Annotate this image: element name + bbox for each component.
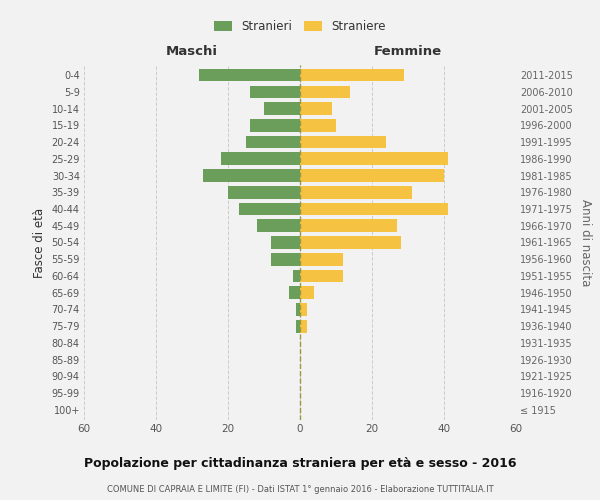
Bar xyxy=(239,202,300,215)
Bar xyxy=(300,202,448,215)
Text: COMUNE DI CAPRAIA E LIMITE (FI) - Dati ISTAT 1° gennaio 2016 - Elaborazione TUTT: COMUNE DI CAPRAIA E LIMITE (FI) - Dati I… xyxy=(107,485,493,494)
Bar xyxy=(250,86,300,98)
Bar xyxy=(199,69,300,82)
Bar xyxy=(300,286,314,299)
Bar xyxy=(300,69,404,82)
Bar xyxy=(296,303,300,316)
Bar xyxy=(221,152,300,165)
Bar xyxy=(300,320,307,332)
Bar xyxy=(203,169,300,182)
Y-axis label: Anni di nascita: Anni di nascita xyxy=(578,199,592,286)
Bar xyxy=(300,136,386,148)
Bar xyxy=(271,253,300,266)
Bar xyxy=(300,152,448,165)
Bar xyxy=(293,270,300,282)
Bar xyxy=(246,136,300,148)
Bar xyxy=(300,86,350,98)
Bar xyxy=(300,270,343,282)
Bar xyxy=(296,320,300,332)
Bar xyxy=(250,119,300,132)
Bar xyxy=(300,303,307,316)
Bar xyxy=(300,220,397,232)
Bar xyxy=(300,119,336,132)
Bar xyxy=(300,253,343,266)
Text: Popolazione per cittadinanza straniera per età e sesso - 2016: Popolazione per cittadinanza straniera p… xyxy=(84,458,516,470)
Text: Femmine: Femmine xyxy=(374,45,442,58)
Bar xyxy=(271,236,300,249)
Legend: Stranieri, Straniere: Stranieri, Straniere xyxy=(212,18,388,36)
Bar xyxy=(257,220,300,232)
Bar xyxy=(264,102,300,115)
Text: Maschi: Maschi xyxy=(166,45,218,58)
Bar xyxy=(289,286,300,299)
Bar xyxy=(228,186,300,198)
Bar xyxy=(300,236,401,249)
Bar xyxy=(300,102,332,115)
Bar xyxy=(300,186,412,198)
Bar xyxy=(300,169,444,182)
Y-axis label: Fasce di età: Fasce di età xyxy=(33,208,46,278)
